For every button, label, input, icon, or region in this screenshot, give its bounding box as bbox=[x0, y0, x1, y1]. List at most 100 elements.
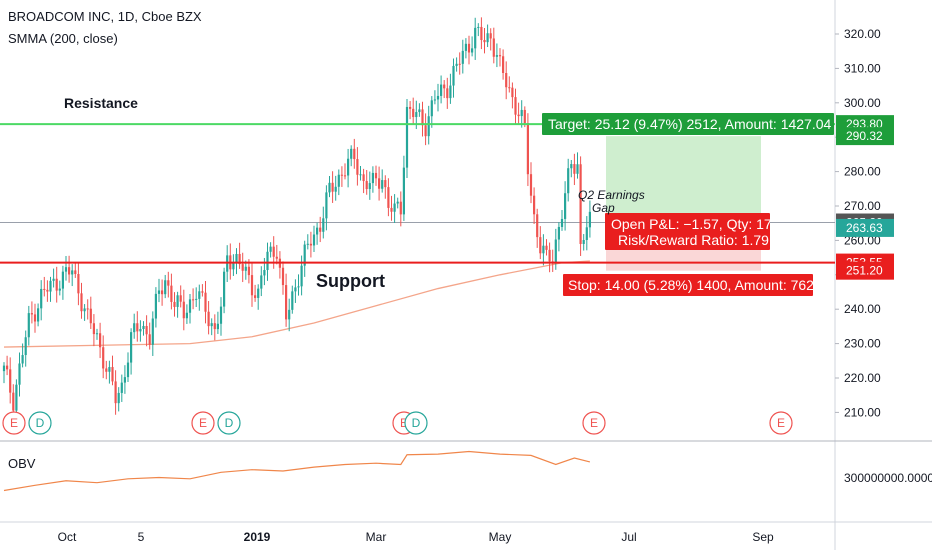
candle-body bbox=[198, 291, 201, 299]
candle-body bbox=[64, 267, 68, 272]
resistance-label[interactable]: Resistance bbox=[64, 95, 138, 111]
target-text: Target: 25.12 (9.47%) 2512, Amount: 1427… bbox=[548, 116, 832, 132]
earnings-note-line1[interactable]: Q2 Earnings bbox=[578, 188, 645, 202]
candle-body bbox=[244, 266, 247, 271]
candle-body bbox=[167, 280, 170, 286]
candle-body bbox=[120, 382, 123, 393]
candle-body bbox=[272, 246, 275, 257]
candle-body bbox=[309, 243, 312, 246]
candle-body bbox=[207, 311, 210, 327]
candle-body bbox=[536, 214, 539, 238]
dividend-event-icon[interactable] bbox=[28, 411, 52, 435]
candle-body bbox=[340, 174, 343, 176]
stop-box[interactable] bbox=[563, 274, 813, 296]
candle-body bbox=[157, 290, 161, 294]
candle-body bbox=[18, 363, 21, 385]
candle-body bbox=[216, 323, 219, 330]
candle-body bbox=[570, 164, 573, 169]
candle-body bbox=[46, 289, 49, 292]
candle-body bbox=[130, 332, 133, 363]
candles-group bbox=[2, 17, 591, 421]
candle-body bbox=[86, 308, 89, 310]
candle-body bbox=[529, 174, 533, 196]
candle-body bbox=[151, 318, 154, 345]
indicator-legend[interactable]: SMMA (200, close) bbox=[8, 31, 118, 46]
candle-body bbox=[585, 227, 588, 241]
candle-body bbox=[170, 285, 173, 302]
candle-body bbox=[498, 55, 502, 57]
candle-body bbox=[68, 267, 71, 275]
candle-body bbox=[464, 43, 467, 51]
candle-body bbox=[557, 226, 560, 240]
candle-body bbox=[564, 193, 567, 219]
candle-body bbox=[306, 243, 309, 245]
target-box[interactable] bbox=[542, 113, 834, 135]
earnings-event-icon[interactable] bbox=[769, 411, 793, 435]
price-tag bbox=[836, 218, 894, 237]
candle-body bbox=[49, 280, 52, 292]
y-tick-label: 220.00 bbox=[844, 371, 881, 385]
candle-body bbox=[80, 293, 83, 312]
price-tag bbox=[836, 127, 894, 146]
candle-body bbox=[371, 172, 374, 184]
earnings-event-icon[interactable] bbox=[582, 411, 606, 435]
y-tick-label: 270.00 bbox=[844, 199, 881, 213]
pnl-box[interactable] bbox=[605, 213, 770, 250]
candle-body bbox=[105, 368, 108, 372]
x-tick-label: 2019 bbox=[244, 530, 271, 544]
price-tag-label: 290.32 bbox=[846, 129, 883, 143]
candle-body bbox=[495, 55, 498, 57]
candle-body bbox=[399, 201, 402, 215]
candle-body bbox=[235, 253, 238, 263]
candle-body bbox=[297, 286, 300, 288]
candle-body bbox=[526, 123, 529, 175]
candle-body bbox=[533, 195, 536, 215]
candle-body bbox=[89, 308, 92, 324]
candle-body bbox=[579, 164, 582, 244]
candle-body bbox=[114, 381, 117, 404]
candle-body bbox=[257, 288, 260, 298]
candle-body bbox=[331, 182, 334, 192]
target-zone[interactable] bbox=[606, 136, 761, 223]
candle-body bbox=[387, 187, 390, 208]
candle-body bbox=[58, 288, 61, 291]
candle-body bbox=[142, 325, 145, 330]
candle-body bbox=[291, 291, 294, 310]
event-label: E bbox=[777, 416, 785, 430]
candle-body bbox=[567, 168, 570, 194]
earnings-event-icon[interactable] bbox=[191, 411, 215, 435]
candle-body bbox=[173, 301, 176, 307]
candle-body bbox=[576, 164, 579, 174]
candle-body bbox=[9, 369, 12, 393]
candle-body bbox=[402, 167, 405, 215]
candle-body bbox=[43, 288, 46, 290]
candle-body bbox=[440, 84, 443, 96]
candle-body bbox=[427, 116, 430, 137]
candle-body bbox=[108, 367, 111, 372]
support-label[interactable]: Support bbox=[316, 271, 385, 291]
candle-body bbox=[508, 87, 511, 89]
event-label: D bbox=[225, 416, 234, 430]
candle-body bbox=[77, 274, 80, 294]
candle-body bbox=[263, 270, 266, 276]
candle-body bbox=[477, 26, 480, 28]
time-axis[interactable]: Oct 5 2019 Mar May Jul Sep bbox=[58, 530, 774, 544]
candle-body bbox=[281, 267, 285, 286]
candle-body bbox=[405, 106, 409, 168]
x-tick-label: Oct bbox=[58, 530, 77, 544]
earnings-event-icon[interactable] bbox=[2, 411, 26, 435]
candle-body bbox=[492, 38, 495, 57]
candle-body bbox=[362, 174, 365, 182]
price-tag-label: 263.63 bbox=[846, 221, 883, 235]
dividend-event-icon[interactable] bbox=[404, 411, 428, 435]
candle-body bbox=[30, 313, 33, 315]
candle-body bbox=[347, 158, 350, 176]
candle-body bbox=[319, 227, 322, 232]
candle-body bbox=[356, 159, 359, 175]
dividend-event-icon[interactable] bbox=[217, 411, 241, 435]
candle-body bbox=[117, 392, 120, 404]
candle-body bbox=[21, 355, 24, 364]
candle-body bbox=[433, 99, 436, 101]
candle-body bbox=[179, 295, 182, 302]
